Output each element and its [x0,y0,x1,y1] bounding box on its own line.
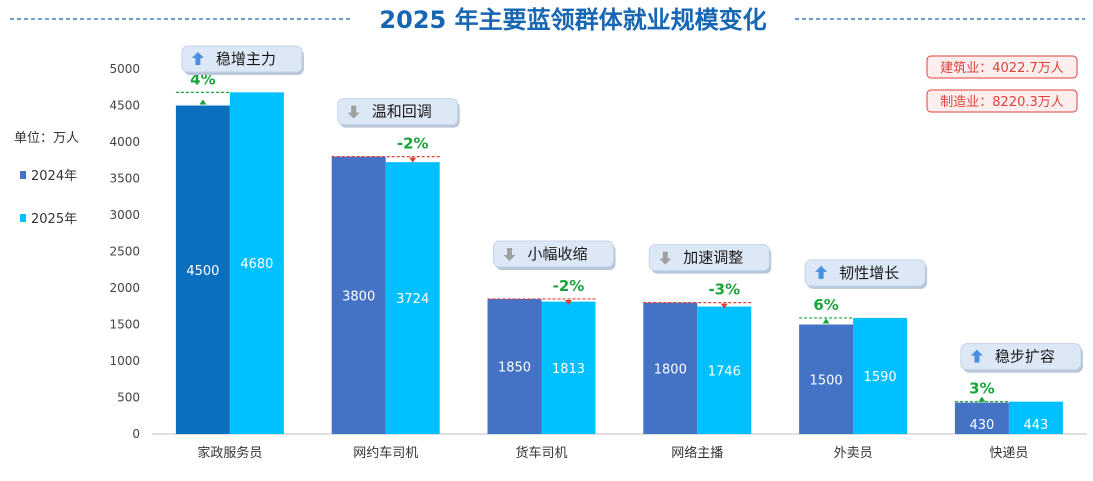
note-box-construction [926,55,1078,79]
unit-label: 单位：万人 [14,131,79,146]
change-arrow-2 [565,299,572,305]
data-label-2025-1: 3724 [396,292,429,307]
category-label-4: 外卖员 [834,446,873,461]
category-label-5: 快递员 [989,446,1028,461]
change-arrow-5 [978,396,986,402]
trend-label-2: 小幅收缩 [528,245,588,263]
category-label-3: 网络主播 [671,445,723,461]
chart-title: 2025 年主要蓝领群体就业规模变化 [379,6,766,34]
legend-swatch-2024 [20,171,26,179]
data-label-2025-5: 443 [1023,418,1048,433]
category-label-2: 货车司机 [515,445,567,461]
legend-label-2025: 2025年 [31,212,77,227]
data-label-2024-2: 1850 [498,360,531,375]
y-tick-label: 0 [132,427,140,441]
change-arrow-0 [199,99,207,105]
legend-label-2024: 2024年 [31,169,77,184]
data-label-2025-0: 4680 [240,257,273,272]
x-axis: 家政服务员 网约车司机 货车司机 网络主播 外卖员 快递员 [197,445,1028,461]
y-tick-label: 500 [117,391,140,405]
change-percent-5: 3% [969,380,994,398]
change-arrow-4 [822,318,830,324]
bar-2025-3 [697,306,752,434]
trend-label-4: 韧性增长 [839,264,899,282]
change-arrow-1 [409,157,417,163]
trend-badge-0 [181,45,303,73]
category-label-0: 家政服务员 [197,445,262,461]
arrow-up-icon [191,52,204,65]
y-tick-label: 4000 [109,135,140,149]
trend-badge-5 [960,343,1082,371]
y-tick-label: 3500 [109,172,140,186]
y-tick-label: 1000 [109,354,140,368]
data-label-2025-2: 1813 [552,362,585,377]
y-tick-label: 5000 [109,62,140,76]
change-arrow-3 [720,303,728,309]
change-percent-4: 6% [813,296,838,314]
note-construction: 建筑业：4022.7万人 [940,60,1064,76]
arrow-up-icon [970,349,983,363]
trend-badge-4 [804,259,926,287]
y-tick-label: 1500 [109,318,140,332]
bar-2024-0 [175,105,230,434]
change-percent-1: -2% [397,135,429,153]
data-label-2024-5: 430 [969,418,994,433]
category-label-1: 网约车司机 [353,445,418,461]
bar-2024-2 [487,298,542,434]
data-label-2025-4: 1590 [864,370,897,385]
note-manufacturing: 制造业：8220.3万人 [940,95,1064,110]
data-label-2024-3: 1800 [654,362,687,377]
data-label-2024-4: 1500 [810,373,843,388]
note-box-manufacturing [926,89,1078,113]
arrow-down-icon [347,105,360,119]
y-tick-label: 3000 [109,208,140,222]
trend-badge-3 [648,244,770,272]
bar-2024-1 [331,156,386,434]
bar-2025-4 [853,317,908,434]
y-tick-label: 2000 [109,281,140,295]
data-label-2025-3: 1746 [708,364,741,379]
trend-label-3: 加速调整 [683,249,743,267]
data-label-2024-0: 4500 [186,264,219,279]
bar-2025-0 [229,92,284,435]
legend-swatch-2025 [20,214,26,222]
bar-2025-5 [1008,401,1063,434]
data-label-2024-1: 3800 [342,289,375,304]
trend-label-5: 稳步扩容 [995,348,1055,366]
bar-2025-2 [541,301,596,434]
trend-label-1: 温和回调 [372,103,432,121]
bar-2024-3 [643,302,698,434]
bar-2024-5 [954,402,1009,434]
arrow-down-icon [503,247,516,261]
bar-2024-4 [799,324,854,434]
trend-label-0: 稳增主力 [216,50,276,68]
y-tick-label: 2500 [109,245,140,259]
change-percent-3: -3% [708,281,740,299]
y-tick-label: 4500 [109,99,140,113]
change-percent-2: -2% [553,277,585,295]
bar-2025-1 [385,162,440,434]
trend-badge-2 [493,240,614,268]
bars: 4500 4680 3800 3724 1850 1813 1800 1746 1500 1590… [175,92,1063,435]
y-axis: 0 500 1000 1500 2000 2500 3000 3500 4000 4500 5000 [109,62,140,441]
arrow-down-icon [659,251,672,265]
trend-badge-1 [337,98,459,126]
arrow-up-icon [815,265,828,279]
